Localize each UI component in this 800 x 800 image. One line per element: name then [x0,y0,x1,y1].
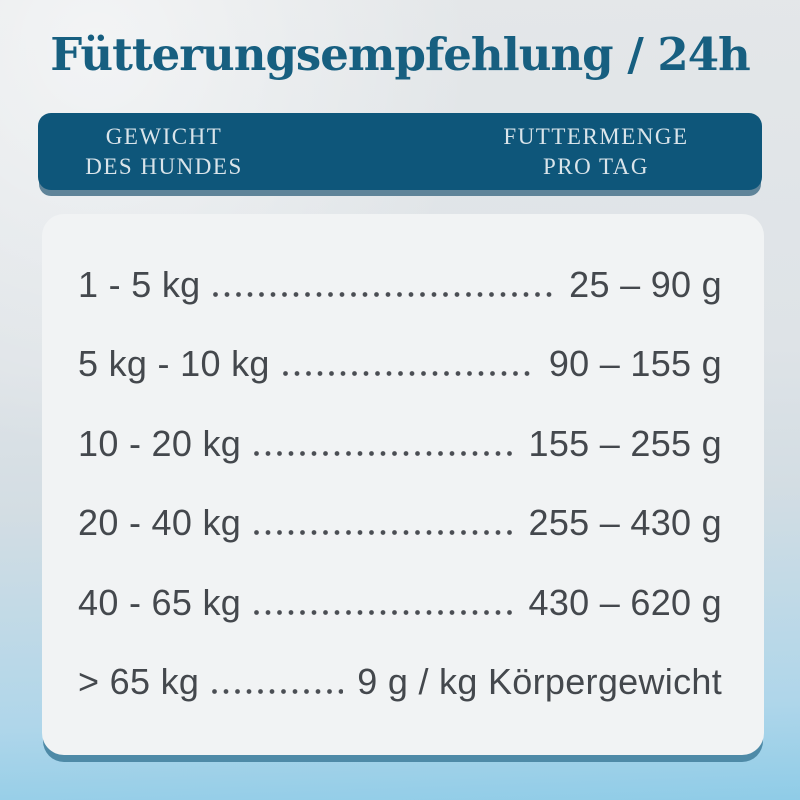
amount-cell: 9 g / kg Körpergewicht [357,660,722,702]
column-header-weight-line2: DES HUNDES [85,153,243,179]
weight-cell: 1 - 5 kg [78,264,201,305]
table-row: 20 - 40 kg 255 – 430 g [78,502,722,544]
table-header-bar: GEWICHT DES HUNDES FUTTERMENGE PRO TAG [38,113,762,190]
weight-cell: 5 kg - 10 kg [78,343,270,385]
feeding-table: 1 - 5 kg 25 – 90 g 5 kg - 10 kg 90 – 155 g 1… [42,214,764,755]
column-header-amount-line2: PRO TAG [542,153,649,179]
amount-cell: 430 – 620 g [528,581,722,623]
table-row: 10 - 20 kg 155 – 255 g [78,423,722,465]
dotted-leader [254,450,515,456]
dotted-leader [282,371,535,377]
column-header-weight-line1: GEWICHT [105,123,223,149]
column-header-amount: FUTTERMENGE PRO TAG [470,122,722,182]
dotted-leader [213,292,556,297]
weight-cell: > 65 kg [78,660,200,702]
amount-cell: 25 – 90 g [569,264,722,305]
page-title: Fütterungsempfehlung / 24h [50,28,751,81]
column-header-amount-line1: FUTTERMENGE [503,123,689,149]
dotted-leader [254,530,515,536]
table-row: > 65 kg 9 g / kg Körpergewicht [78,661,722,703]
column-header-weight: GEWICHT DES HUNDES [38,122,290,182]
weight-cell: 20 - 40 kg [78,502,242,544]
weight-cell: 10 - 20 kg [78,422,242,464]
table-row: 1 - 5 kg 25 – 90 g [78,264,722,306]
amount-cell: 255 – 430 g [528,502,722,544]
dotted-leader [254,609,515,615]
table-row: 5 kg - 10 kg 90 – 155 g [78,343,722,385]
amount-cell: 90 – 155 g [548,343,722,385]
dotted-leader [212,688,344,694]
weight-cell: 40 - 65 kg [78,581,242,623]
table-row: 40 - 65 kg 430 – 620 g [78,582,722,624]
amount-cell: 155 – 255 g [528,422,722,464]
